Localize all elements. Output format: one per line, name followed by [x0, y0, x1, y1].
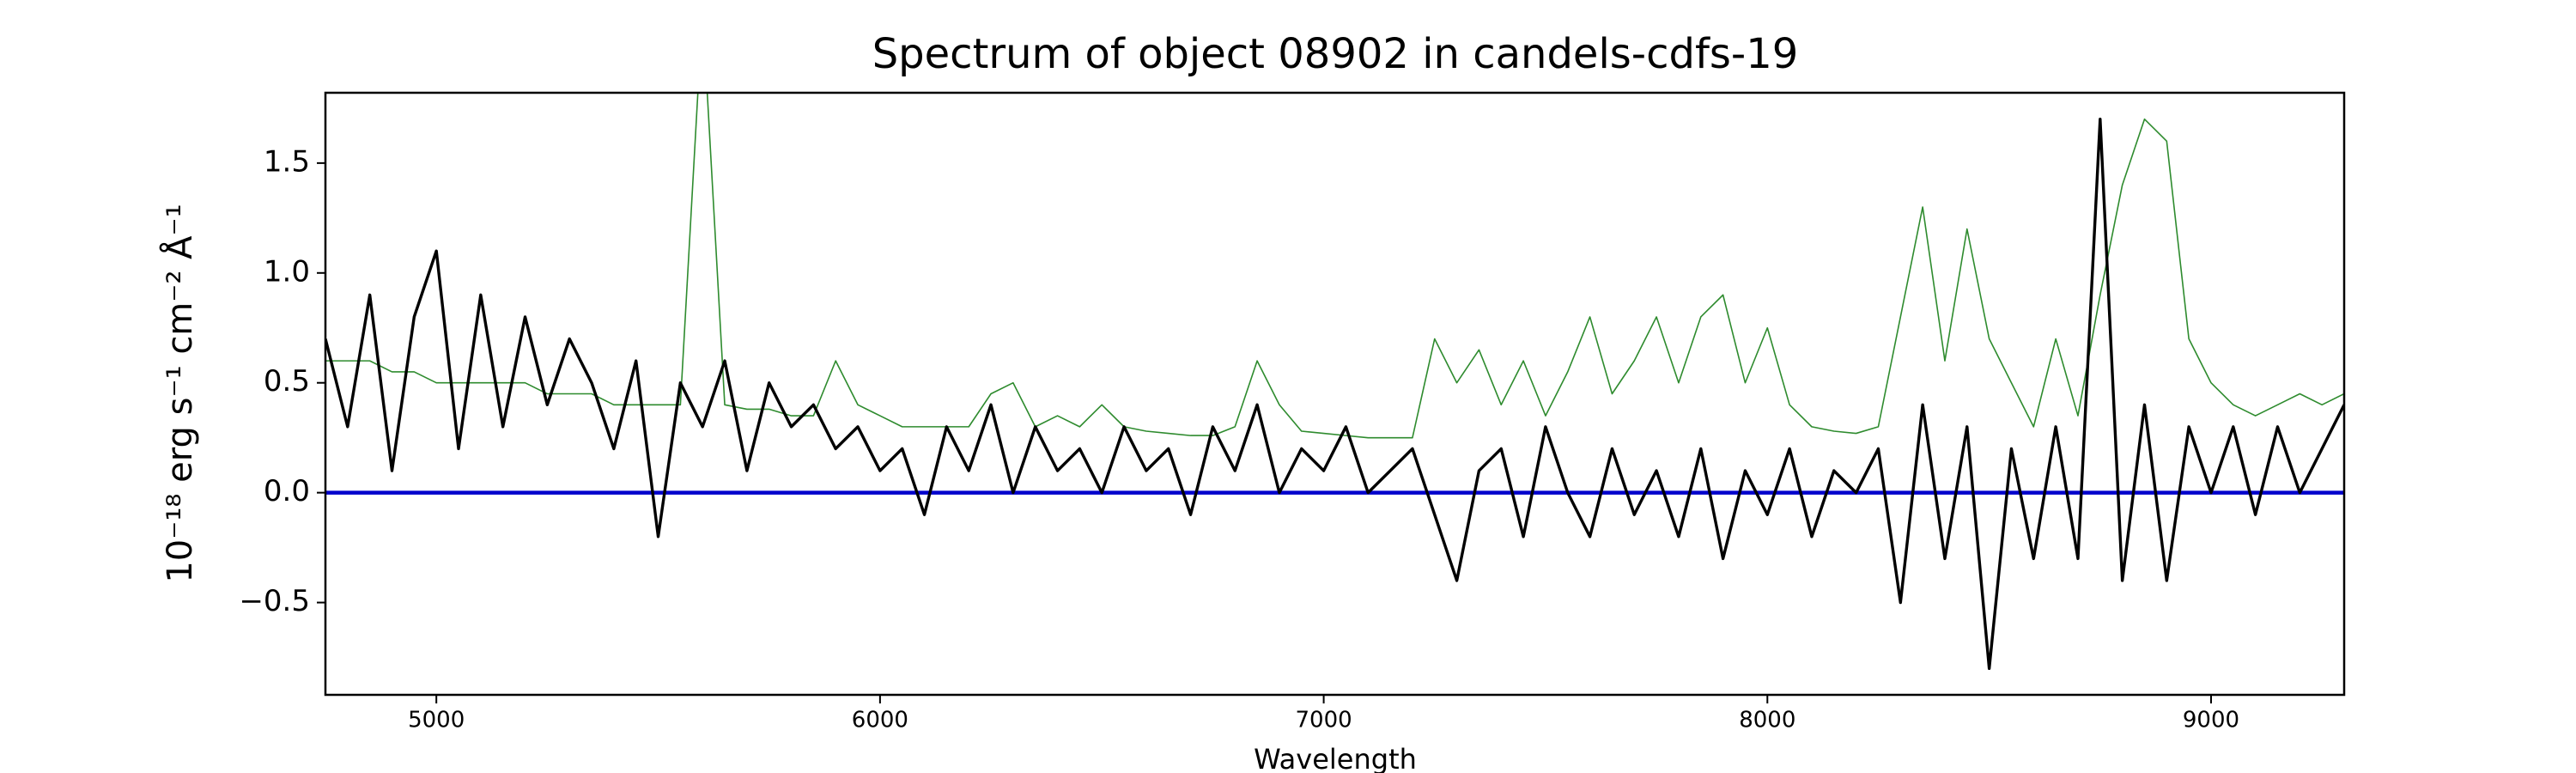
y-axis-label: 10⁻¹⁸ erg s⁻¹ cm⁻² Å⁻¹ — [159, 204, 200, 582]
x-tick-label: 5000 — [408, 708, 465, 733]
x-tick-label: 9000 — [2183, 708, 2239, 733]
plot-area — [325, 93, 2344, 670]
y-tick-label: 1.5 — [264, 144, 310, 179]
y-tick-label: −0.5 — [239, 584, 310, 618]
spectrum-line — [325, 118, 2344, 670]
x-tick-label: 8000 — [1739, 708, 1795, 733]
spectrum-line — [325, 93, 2344, 439]
y-tick-label: 0.0 — [264, 474, 310, 508]
y-tick-label: 0.5 — [264, 364, 310, 399]
x-tick-label: 7000 — [1295, 708, 1352, 733]
x-tick-label: 6000 — [852, 708, 908, 733]
y-tick-label: 1.0 — [264, 254, 310, 289]
x-axis-label: Wavelength — [1254, 743, 1417, 773]
chart-title: Spectrum of object 08902 in candels-cdfs… — [872, 30, 1799, 78]
axes-frame — [324, 91, 2346, 697]
